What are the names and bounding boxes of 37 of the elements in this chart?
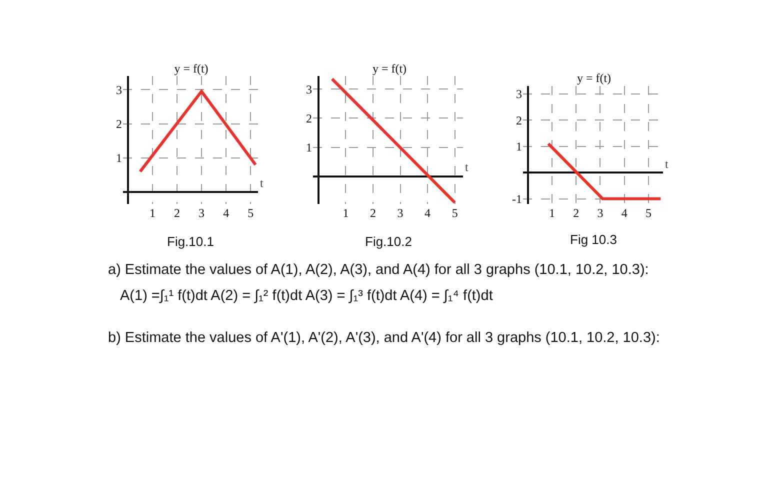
- x-tick-label: 1: [149, 206, 156, 220]
- x-tick-label: 2: [174, 206, 180, 220]
- y-tick-label: 3: [516, 87, 522, 102]
- y-tick-label: 3: [116, 82, 122, 97]
- x-tick-label: 4: [424, 206, 431, 220]
- x-axis-title: t: [465, 160, 469, 174]
- caption: Fig.10.2: [365, 234, 412, 249]
- y-tick-label: 3: [306, 82, 312, 96]
- y-tick-label: 2: [306, 111, 312, 126]
- chart-title: y = f(t): [372, 61, 407, 76]
- text: b) Estimate the values of A'(1), A'(2), A'(3), and A'(4) for all 3 graphs (10.1, 10.2, 10.3):: [108, 330, 661, 346]
- y-tick-label: 1: [116, 151, 122, 166]
- x-tick-label: 3: [597, 206, 604, 220]
- x-tick-label: 5: [646, 206, 652, 220]
- y-tick-label: 2: [516, 113, 522, 128]
- chart-title: y = f(t): [576, 71, 612, 86]
- x-tick-label: 4: [621, 206, 628, 220]
- y-tick-label: 1: [516, 140, 522, 154]
- chart-title: y = f(t): [174, 61, 208, 76]
- x-tick-label: 2: [573, 206, 580, 220]
- caption: Fig.10.1: [167, 234, 214, 249]
- x-tick-label: 5: [248, 206, 254, 220]
- x-axis-title: t: [665, 157, 669, 171]
- text: A(1) =∫₁¹ f(t)dt A(2) = ∫₁² f(t)dt A(3) = ∫₁³ f(t)dt A(4) = ∫₁⁴ f(t)dt: [119, 288, 494, 304]
- y-tick-label: -1: [512, 192, 522, 206]
- x-tick-label: 3: [397, 206, 404, 220]
- x-tick-label: 1: [548, 206, 555, 220]
- x-tick-label: 1: [342, 206, 349, 220]
- x-tick-label: 4: [223, 206, 230, 220]
- x-tick-label: 5: [452, 206, 458, 220]
- y-tick-label: 1: [306, 140, 312, 154]
- y-tick-label: 2: [116, 116, 122, 131]
- x-axis-title: t: [260, 176, 264, 190]
- x-tick-label: 3: [198, 206, 205, 220]
- text: a) Estimate the values of A(1), A(2), A(3), and A(4) for all 3 graphs (10.1, 10.2, 10.3):: [108, 262, 650, 278]
- x-tick-label: 2: [370, 206, 376, 220]
- caption: Fig 10.3: [570, 232, 617, 247]
